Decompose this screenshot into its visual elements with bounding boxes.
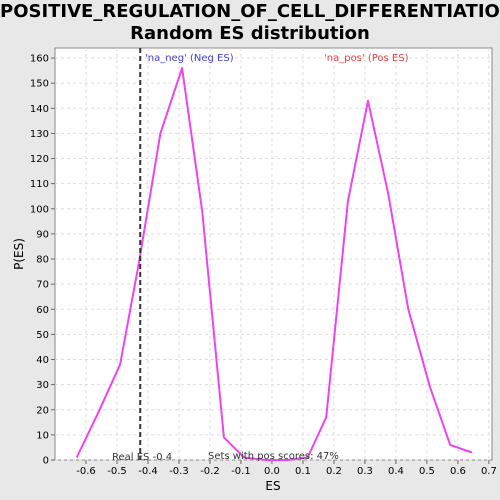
grid-lines — [55, 48, 492, 461]
x-axis-title: ES — [265, 479, 280, 493]
y-tick-label: 90 — [36, 229, 49, 240]
plot-area — [54, 47, 493, 461]
neg-es-label: 'na_neg' (Neg ES) — [145, 53, 234, 64]
real-es-label: Real ES -0.4 — [112, 452, 172, 463]
y-tick-label: 130 — [30, 129, 49, 140]
chart-title-line-1: POSITIVE_REGULATION_OF_CELL_DIFFERENTIAT… — [0, 1, 500, 22]
y-tick-label: 110 — [30, 179, 49, 190]
x-tick-label: -0.1 — [231, 466, 251, 477]
x-tick-label: -0.2 — [200, 466, 220, 477]
y-tick-label: 20 — [36, 405, 49, 416]
x-tick-label: 0.4 — [388, 466, 404, 477]
y-tick-label: 150 — [30, 79, 49, 90]
x-tick-label: -0.3 — [169, 466, 189, 477]
y-tick-label: 60 — [36, 305, 49, 316]
annotation-layer: 'na_neg' (Neg ES) 'na_pos' (Pos ES) Real… — [112, 53, 409, 463]
x-tick-label: 0.7 — [481, 466, 497, 477]
x-tick-label: 0.2 — [326, 466, 342, 477]
x-tick-label: -0.5 — [107, 466, 127, 477]
y-tick-label: 70 — [36, 280, 49, 291]
y-tick-label: 0 — [43, 456, 49, 467]
chart-title: POSITIVE_REGULATION_OF_CELL_DIFFERENTIAT… — [0, 1, 500, 45]
x-tick-label: 0.5 — [419, 466, 435, 477]
y-tick-label: 80 — [36, 255, 49, 266]
y-tick-label: 30 — [36, 380, 49, 391]
y-tick-label: 50 — [36, 330, 49, 341]
y-tick-label: 100 — [30, 204, 49, 215]
y-tick-label: 40 — [36, 355, 49, 366]
x-tick-label: 0.1 — [295, 466, 311, 477]
x-tick-label: -0.6 — [76, 466, 96, 477]
chart-title-line-2: Random ES distribution — [130, 23, 370, 44]
pos-es-label: 'na_pos' (Pos ES) — [324, 53, 409, 64]
y-axis-title: P(ES) — [12, 238, 26, 270]
x-tick-label: 0.6 — [450, 466, 466, 477]
x-tick-label: 0.3 — [357, 466, 373, 477]
y-tick-label: 10 — [36, 430, 49, 441]
y-tick-label: 140 — [30, 104, 49, 115]
x-tick-label: 0.0 — [264, 466, 280, 477]
y-tick-label: 120 — [30, 154, 49, 165]
es-distribution-line — [75, 67, 473, 461]
pos-scores-label: Sets with pos scores: 47% — [208, 451, 339, 462]
y-tick-label: 160 — [30, 54, 49, 65]
series-layer — [75, 67, 473, 461]
x-tick-label: -0.4 — [138, 466, 158, 477]
axes: 0 10 20 30 40 50 60 70 80 90 100 110 120 130 140 150 160… — [30, 54, 497, 477]
